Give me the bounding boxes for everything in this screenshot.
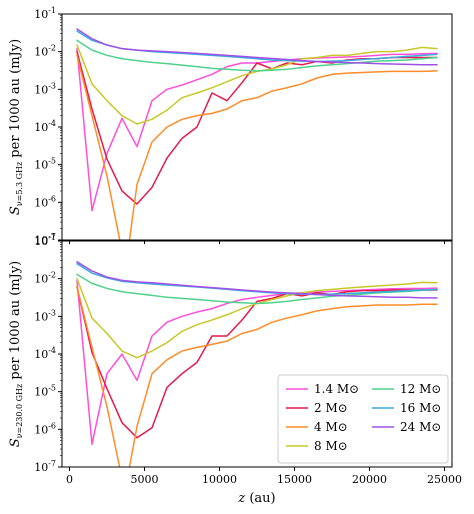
bottom-y-axis-label: Sν=230.0 GHz per 1000 au (mJy)	[8, 261, 24, 448]
bottom-series-line-0	[76, 279, 438, 446]
x-tick-label: 5000	[131, 473, 159, 486]
bottom-y-tick-label: 10-5	[34, 384, 56, 399]
bottom-y-tick-label: 10-2	[34, 271, 56, 286]
top-y-tick-label: 10-3	[34, 81, 56, 96]
top-series-line-0	[76, 47, 438, 212]
bottom-y-tick-label: 10-6	[34, 421, 56, 436]
x-axis-label-text: z (au)	[237, 491, 275, 506]
x-tick-label: 20000	[352, 473, 387, 486]
legend-entry-6: 24 M⊙	[400, 420, 441, 434]
bottom-series-line-6	[76, 261, 438, 299]
x-tick-label: 0	[66, 473, 73, 486]
x-tick-label: 25000	[427, 473, 462, 486]
bottom-series-line-4	[76, 273, 438, 305]
bottom-series-line-1	[76, 286, 438, 439]
bottom-y-tick-label: 10-4	[34, 346, 56, 361]
legend-entry-3: 8 M⊙	[314, 439, 348, 453]
legend-entry-2: 4 M⊙	[314, 420, 348, 434]
top-series-line-1	[76, 50, 438, 205]
top-series-line-2	[76, 54, 438, 240]
top-series-line-6	[76, 28, 438, 66]
x-tick-label: 10000	[202, 473, 237, 486]
top-y-tick-label: 10-6	[34, 194, 56, 209]
bottom-y-tick-label: 10-3	[34, 308, 56, 323]
legend-box	[277, 374, 449, 464]
legend-entry-0: 1.4 M⊙	[314, 382, 359, 396]
top-y-tick-label: 10-5	[34, 157, 56, 172]
legend: 1.4 M⊙ 2 M⊙ 4 M⊙ 8 M⊙ 12 M⊙ 16 M⊙ 24 M⊙	[277, 374, 449, 464]
panel-top-5ghz: 10-710-610-510-410-310-210-1Sν=5.3 GHz p…	[8, 6, 453, 247]
bottom-y-tick-label: 10-1	[34, 233, 56, 248]
x-axis-label: z (au)	[237, 491, 275, 506]
top-y-tick-label: 10-2	[34, 44, 56, 59]
legend-entry-1: 2 M⊙	[314, 401, 348, 415]
legend-entry-4: 12 M⊙	[400, 382, 441, 396]
bottom-series-line-2	[76, 286, 438, 467]
legend-entry-5: 16 M⊙	[400, 401, 441, 415]
x-tick-label: 15000	[277, 473, 312, 486]
top-y-axis-label: Sν=5.3 GHz per 1000 au (mJy)	[8, 39, 24, 215]
top-y-tick-label: 10-1	[34, 6, 56, 21]
top-series-line-4	[76, 39, 438, 72]
bottom-y-tick-label: 10-7	[34, 459, 56, 474]
top-y-tick-label: 10-4	[34, 119, 56, 134]
